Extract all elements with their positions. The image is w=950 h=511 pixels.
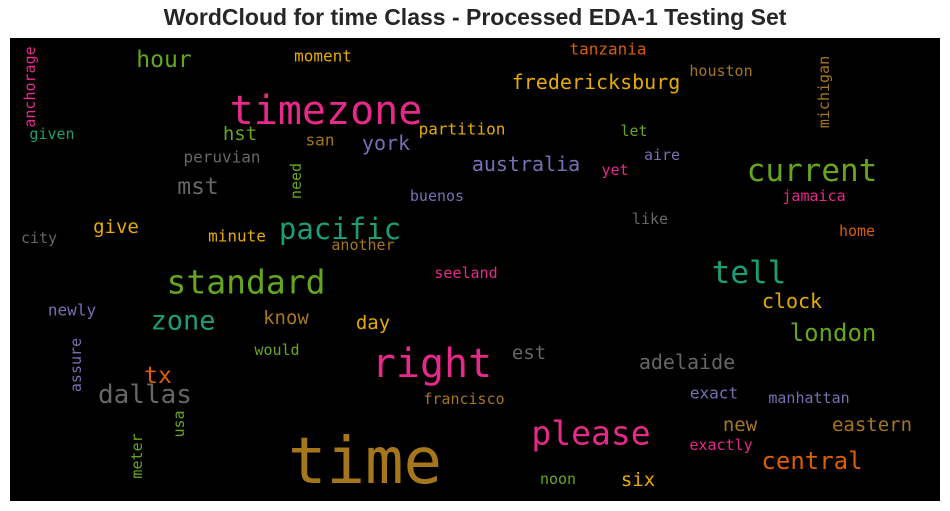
word-eastern: eastern [832,414,912,436]
word-give: give [93,216,139,238]
word-francisco: francisco [423,390,504,408]
word-jamaica: jamaica [782,187,845,205]
word-six: six [621,469,655,491]
word-dallas: dallas [98,380,192,410]
word-aire: aire [644,146,680,164]
word-need: need [287,163,305,199]
word-san: san [306,131,335,150]
word-australia: australia [472,152,580,176]
word-yet: yet [601,161,628,179]
word-right: right [372,341,492,387]
word-london: london [790,319,877,347]
word-new: new [723,414,758,436]
word-hst: hst [223,123,257,145]
word-central: central [761,447,862,475]
word-current: current [747,153,878,189]
word-let: let [620,122,647,140]
word-york: york [362,131,410,155]
word-timezone: timezone [230,88,423,134]
word-peruvian: peruvian [183,148,260,167]
word-please: please [531,414,650,453]
word-standard: standard [167,263,326,302]
word-exact: exact [690,384,738,403]
word-noon: noon [540,470,576,488]
word-partition: partition [419,120,506,139]
word-buenos: buenos [410,187,464,205]
word-fredericksburg: fredericksburg [512,70,681,94]
word-hour: hour [136,47,191,73]
word-exactly: exactly [689,436,752,454]
word-given: given [29,125,74,143]
word-meter: meter [128,433,146,478]
word-another: another [331,236,394,254]
word-tx: tx [144,363,172,389]
word-moment: moment [294,47,352,66]
wordcloud-svg: time timezone right please standard current te… [21,40,912,500]
word-houston: houston [689,62,752,80]
word-would: would [254,341,299,359]
word-anchorage: anchorage [21,46,39,127]
wordcloud-panel: time timezone right please standard current te… [10,38,940,501]
word-zone: zone [150,306,215,337]
word-newly: newly [48,301,97,320]
word-minute: minute [208,227,266,246]
word-know: know [263,307,309,329]
word-est: est [512,342,546,364]
chart-title: WordCloud for time Class - Processed EDA… [163,4,787,30]
word-manhattan: manhattan [768,389,849,407]
word-clock: clock [762,289,822,313]
word-home: home [839,222,875,240]
word-pacific: pacific [279,212,401,246]
word-assure: assure [67,338,85,392]
word-adelaide: adelaide [639,350,735,374]
word-tanzania: tanzania [569,40,646,59]
word-usa: usa [170,410,188,437]
word-like: like [632,210,668,228]
word-tell: tell [712,255,787,291]
word-michigan: michigan [815,56,833,128]
word-city: city [21,229,57,247]
word-time: time [288,425,442,499]
word-mst: mst [177,174,219,200]
word-seeland: seeland [434,264,497,282]
word-day: day [356,312,390,334]
